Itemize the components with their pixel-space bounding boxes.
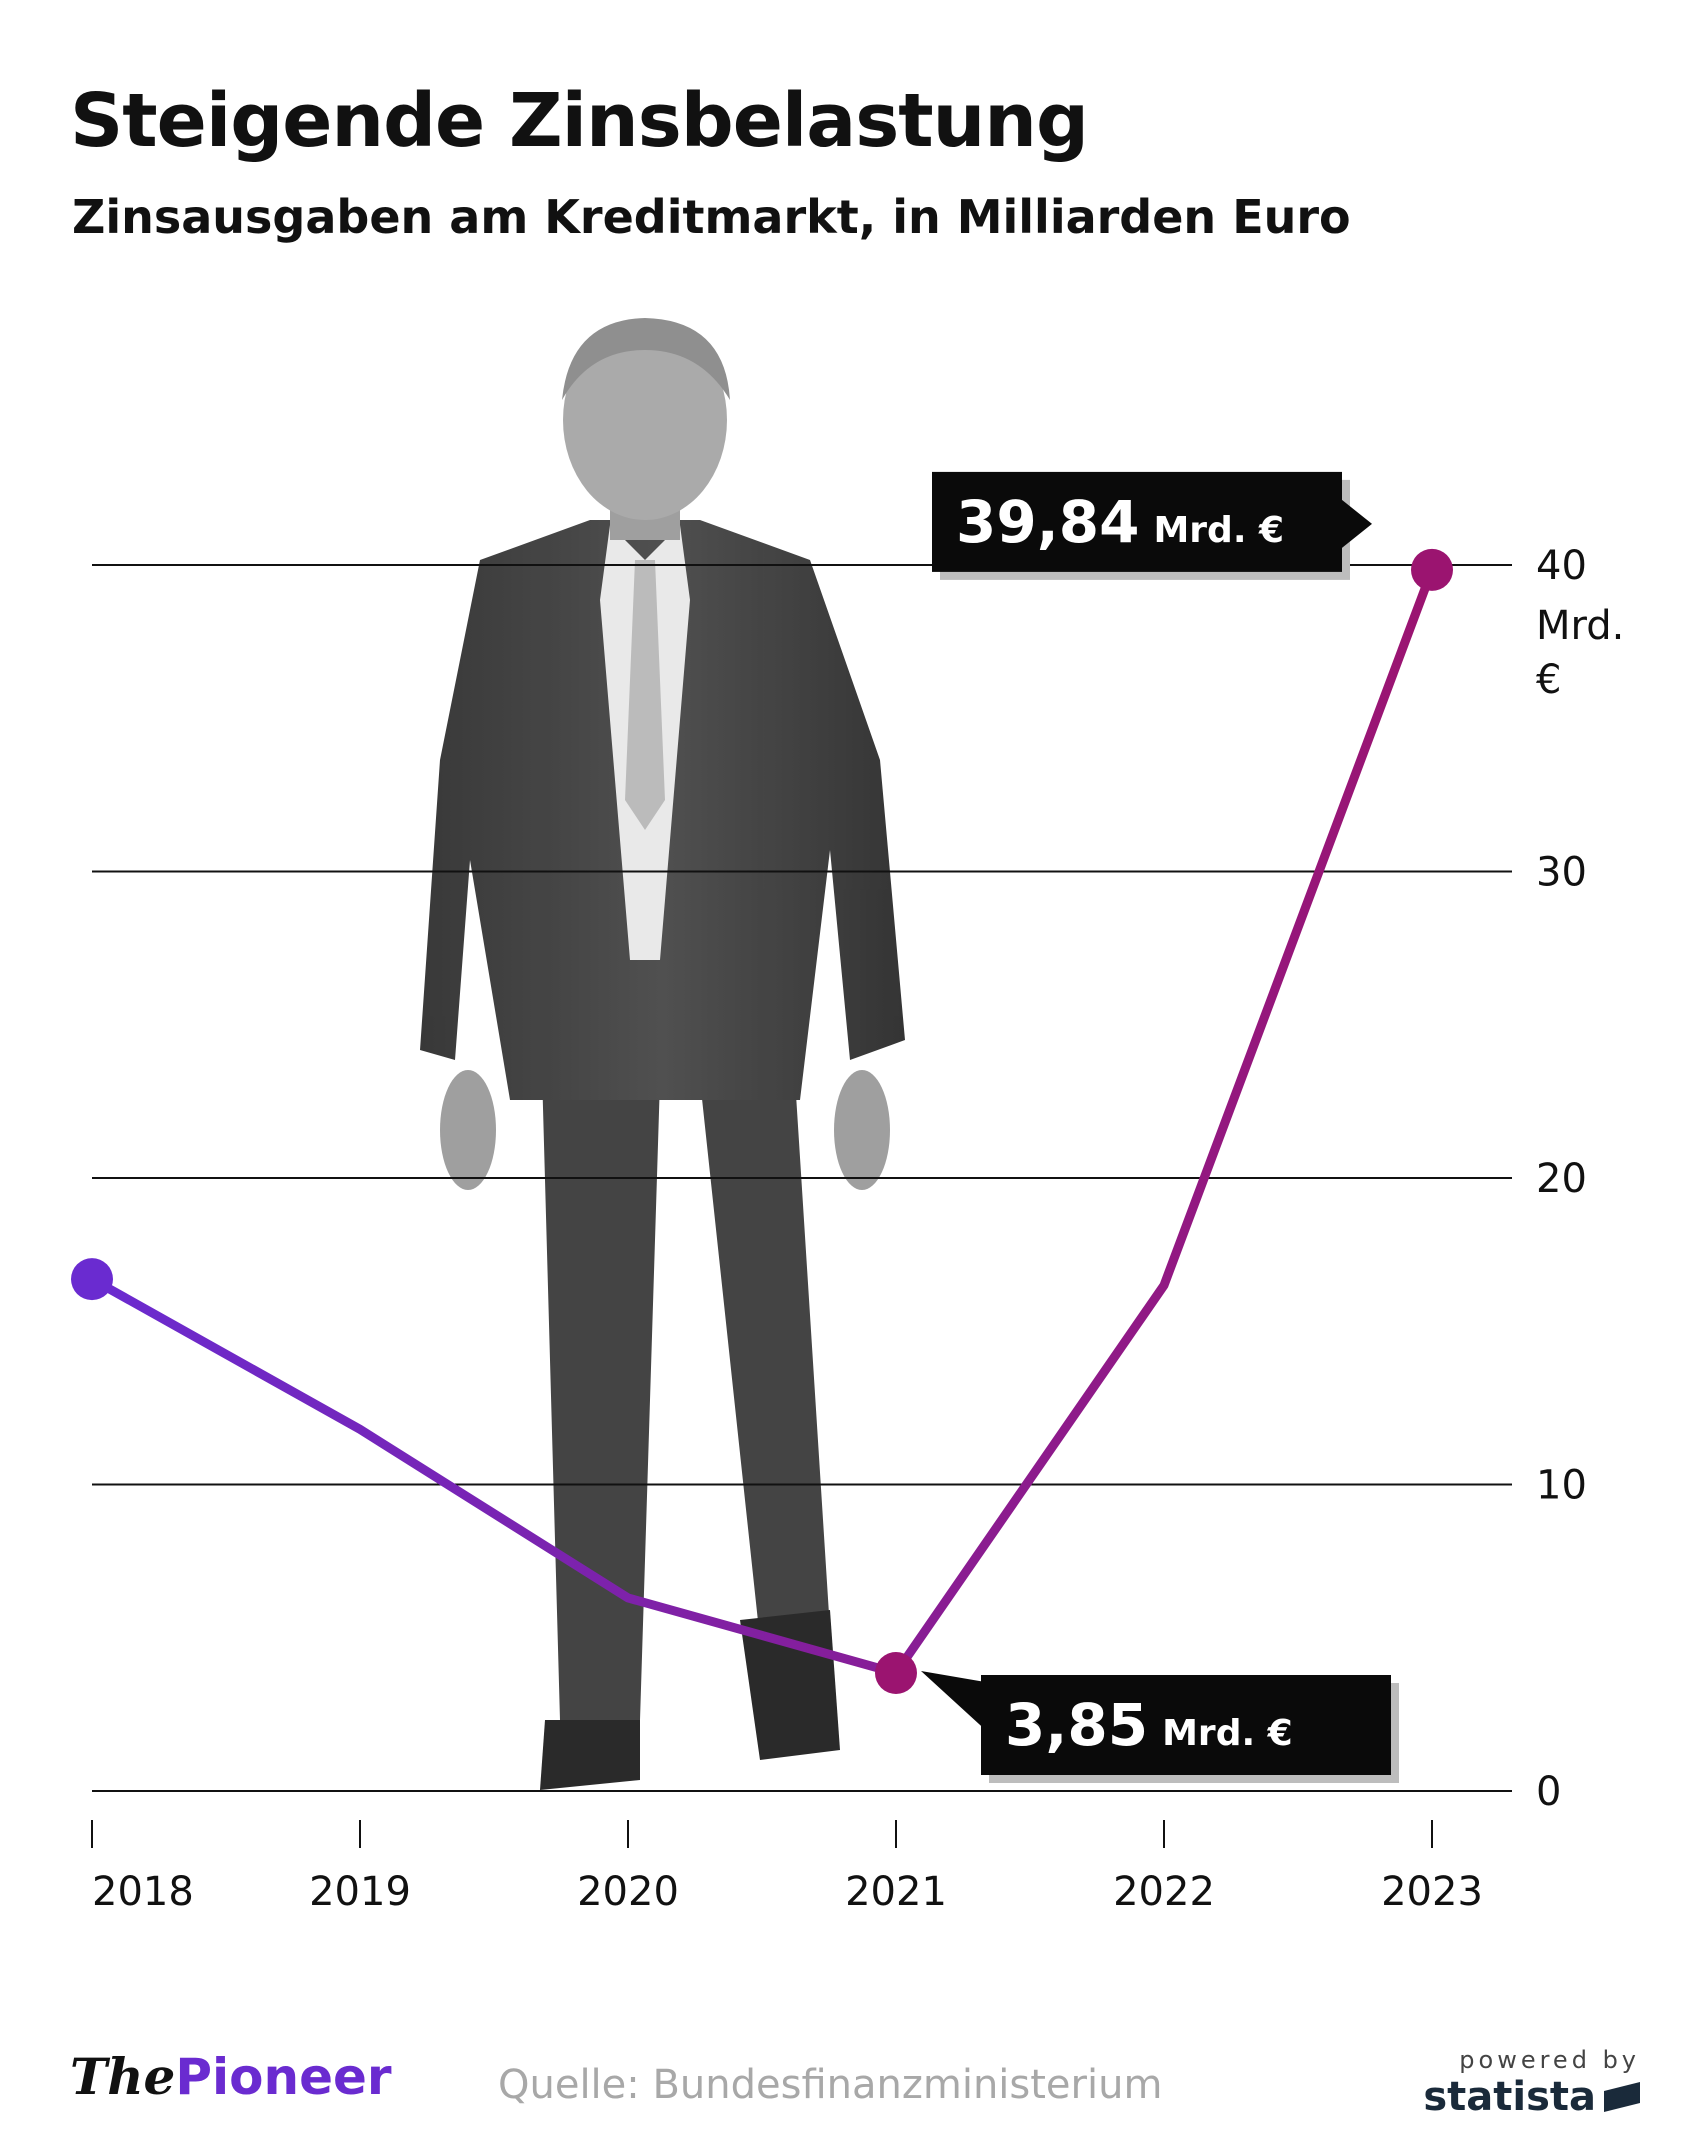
y-tick-label: 30 <box>1536 850 1587 896</box>
x-tick-label: 2023 <box>1381 1869 1483 1915</box>
statista-logo: powered by statista <box>1423 2046 1640 2120</box>
data-point-marker <box>875 1651 917 1694</box>
brand-the: The <box>70 2047 176 2106</box>
brand-logo: ThePioneer <box>70 2052 392 2103</box>
callout-value: 3,85 <box>1005 1691 1148 1759</box>
y-tick-label: 40 <box>1536 543 1587 589</box>
callout-value: 39,84 <box>956 488 1139 556</box>
callout-unit: Mrd. € <box>1162 1713 1293 1754</box>
x-tick-label: 2018 <box>92 1869 194 1915</box>
powered-by-text: powered by <box>1459 2046 1640 2074</box>
y-tick-label: 10 <box>1536 1463 1587 1509</box>
x-tick-label: 2020 <box>577 1869 679 1915</box>
statista-text: statista <box>1423 2074 1596 2120</box>
annotation-callout: 3,85 Mrd. € <box>921 1670 1399 1783</box>
chart-title: Steigende Zinsbelastung <box>70 78 1089 164</box>
x-tick-label: 2021 <box>845 1869 947 1915</box>
callout-text: 39,84 Mrd. € <box>956 488 1284 556</box>
source-text: Quelle: Bundesfinanzministerium <box>498 2062 1163 2108</box>
y-tick-label: 20 <box>1536 1156 1587 1202</box>
man-in-suit-photo <box>420 318 905 1790</box>
callout-box <box>981 1674 1391 1775</box>
chart-subtitle: Zinsausgaben am Kreditmarkt, in Milliard… <box>72 190 1351 244</box>
x-tick-label: 2019 <box>309 1869 411 1915</box>
data-point-marker <box>1411 548 1453 591</box>
y-unit-label: € <box>1536 657 1561 703</box>
annotation-callout: 39,84 Mrd. € <box>932 471 1372 580</box>
brand-pioneer: Pioneer <box>175 2048 392 2106</box>
callout-text: 3,85 Mrd. € <box>1005 1691 1293 1759</box>
y-tick-label: 0 <box>1536 1769 1561 1815</box>
callout-pointer <box>921 1670 991 1735</box>
data-point-marker <box>71 1258 113 1301</box>
x-tick-label: 2022 <box>1113 1869 1215 1915</box>
series-line <box>87 565 1437 1678</box>
y-unit-label: Mrd. <box>1536 603 1624 649</box>
statista-mark-icon <box>1604 2082 1640 2112</box>
callout-unit: Mrd. € <box>1153 510 1284 551</box>
callout-box <box>932 471 1342 572</box>
